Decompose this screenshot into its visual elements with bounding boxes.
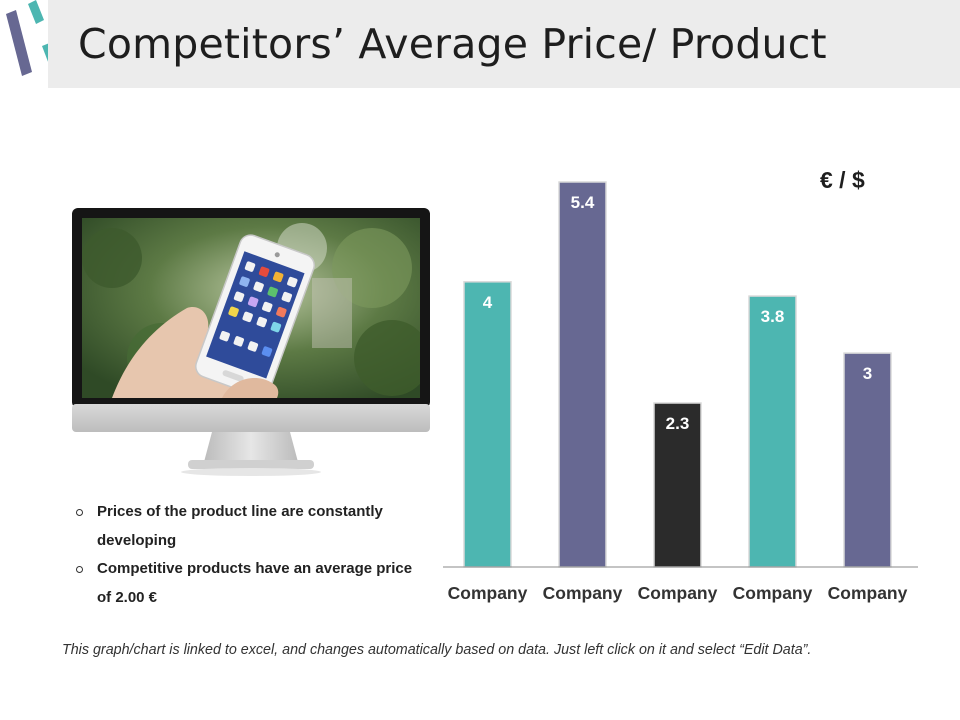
bar-group: 4 5.4 2.3 3.8 3 (463, 181, 892, 568)
bar-value-label-1: 4 (483, 293, 493, 312)
x-tick-label-1: Company (448, 583, 528, 603)
bar-value-label-5: 3 (863, 364, 872, 383)
bar-value-label-3: 2.3 (666, 414, 690, 433)
bar-value-label-4: 3.8 (761, 307, 785, 326)
bullet-item-2: Competitive products have an average pri… (74, 555, 424, 612)
bullet-list: Prices of the product line are constantl… (74, 498, 424, 612)
x-tick-label-4: Company (733, 583, 813, 603)
bar-3 (653, 402, 702, 568)
bar-2 (558, 181, 607, 568)
bullet-item-1: Prices of the product line are constantl… (74, 498, 424, 555)
chart-unit-label: € / $ (820, 167, 865, 193)
x-tick-label-5: Company (828, 583, 908, 603)
page-title: Competitors’ Average Price/ Product (78, 20, 827, 68)
bar-5 (843, 352, 892, 568)
x-tick-label-3: Company (638, 583, 718, 603)
bar-chart: € / $ 45.42.33.83 Company Company Company C… (443, 167, 918, 603)
bar-4 (748, 295, 797, 568)
x-tick-label-2: Company (543, 583, 623, 603)
monitor-illustration (72, 208, 430, 476)
chart-footnote: This graph/chart is linked to excel, and… (62, 642, 812, 658)
x-tick-labels: Company Company Company Company Company (448, 583, 908, 603)
title-band (48, 0, 960, 88)
bar-value-label-2: 5.4 (571, 193, 595, 212)
bar-1 (463, 281, 512, 568)
